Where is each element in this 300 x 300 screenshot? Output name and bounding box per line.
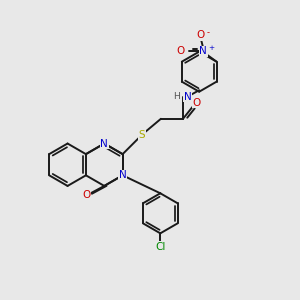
Text: Cl: Cl xyxy=(155,242,166,252)
Text: H: H xyxy=(173,92,180,101)
Text: N: N xyxy=(184,92,191,102)
Text: N: N xyxy=(100,139,108,148)
Text: O: O xyxy=(196,30,205,40)
Text: N: N xyxy=(119,170,127,180)
Text: -: - xyxy=(206,28,209,37)
Text: O: O xyxy=(176,46,185,56)
Text: N: N xyxy=(100,139,108,148)
Text: S: S xyxy=(139,130,145,140)
Text: O: O xyxy=(192,98,200,108)
Text: O: O xyxy=(82,190,91,200)
Text: N: N xyxy=(200,46,207,56)
Text: +: + xyxy=(208,45,214,51)
